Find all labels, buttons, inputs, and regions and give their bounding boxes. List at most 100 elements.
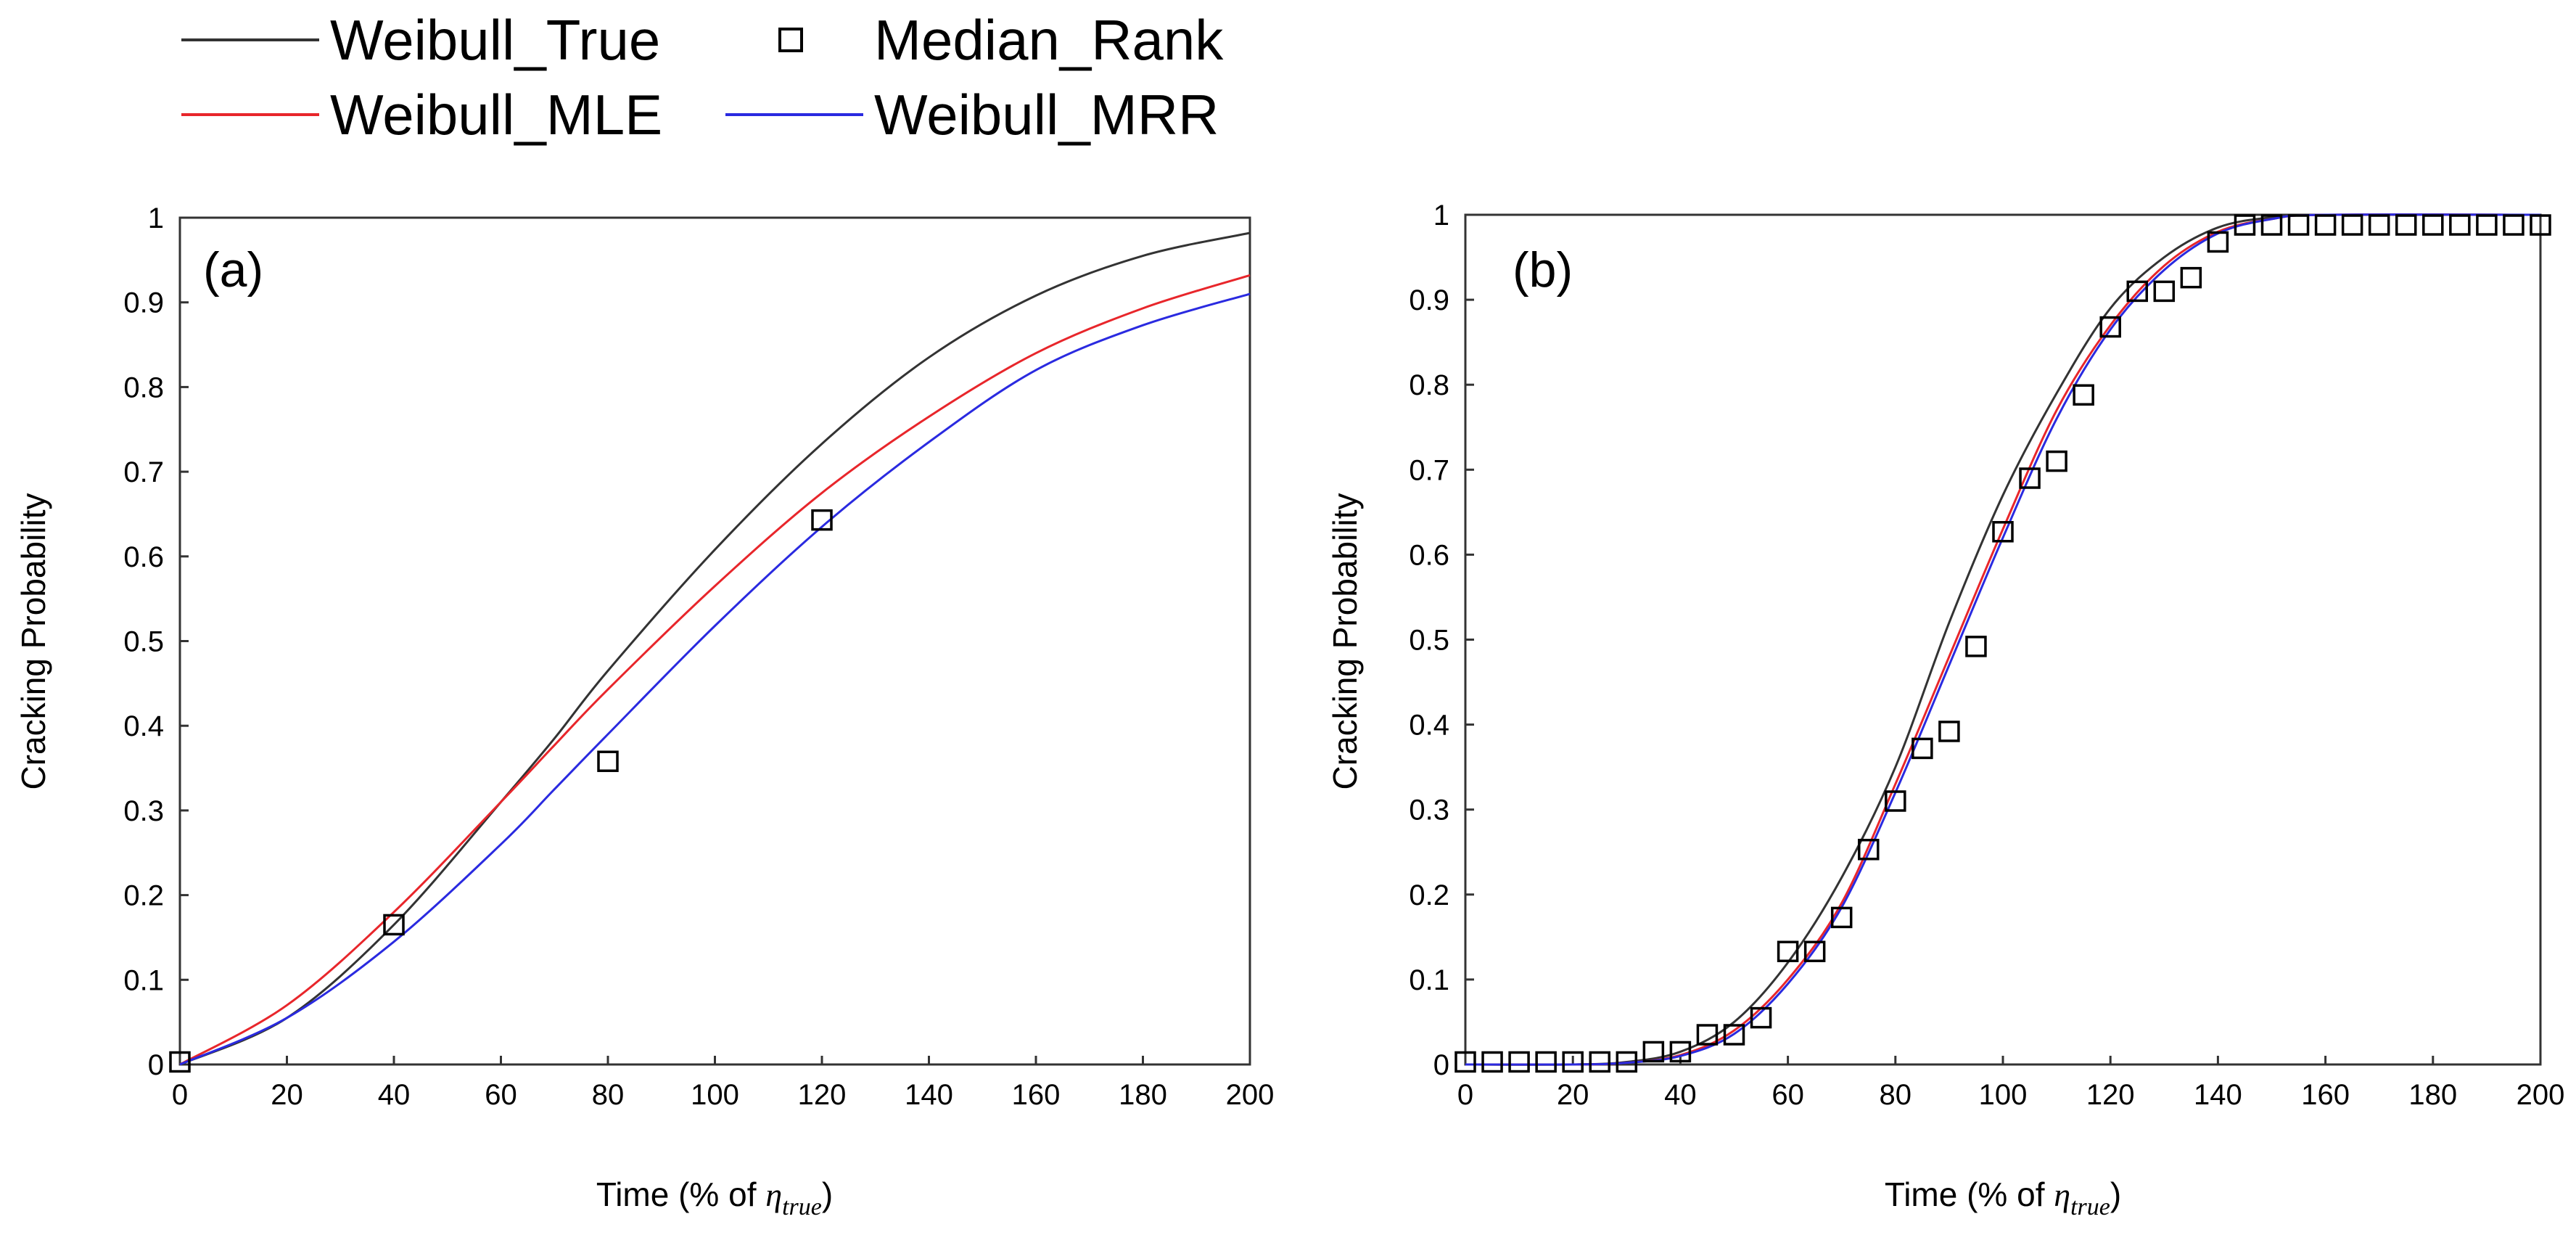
median-rank-point-b xyxy=(1454,1051,1476,1073)
x-axis-label-b-prefix: Time (% of xyxy=(1885,1175,2054,1213)
y-axis-label-b: Cracking Probability xyxy=(1326,493,1364,789)
median-rank-point-b xyxy=(2530,214,2551,236)
median-rank-point-b xyxy=(1616,1051,1638,1073)
median-rank-point-b xyxy=(2153,280,2176,303)
median-rank-point-b xyxy=(2234,214,2256,236)
series-b xyxy=(1454,213,2551,1073)
y-tick-label-b: 0.2 xyxy=(1409,879,1449,911)
panel-b: (b) 0 20 40 60 80 100 120 140 160 180 200 0 0.1 0.2 0.… xyxy=(1326,200,2564,1220)
y-tick-label-b: 0.1 xyxy=(1409,964,1449,996)
median-rank-point-a xyxy=(383,914,405,936)
x-axis-label-a-symbol: η xyxy=(765,1176,782,1213)
y-tick-label-a: 0 xyxy=(148,1049,164,1081)
median-rank-point-b xyxy=(2368,214,2390,236)
ticks-b: 0 20 40 60 80 100 120 140 160 180 200 0 0.1 0.2 0.3 0.4… xyxy=(1409,200,2564,1111)
legend-label-weibull-mrr: Weibull_MRR xyxy=(874,83,1219,147)
median-rank-point-b xyxy=(2449,214,2471,236)
y-tick-label-b: 0.8 xyxy=(1409,369,1449,401)
x-tick-label-b: 200 xyxy=(2517,1079,2565,1111)
series-a xyxy=(169,231,1251,1073)
x-axis-label-b: Time (% of ηtrue) xyxy=(1885,1175,2121,1220)
series-line-weibull-mrr-a xyxy=(179,292,1251,1066)
y-tick-label-b: 0 xyxy=(1433,1049,1449,1081)
x-tick-label-b: 40 xyxy=(1664,1079,1697,1111)
median-rank-point-b xyxy=(2341,214,2363,236)
x-tick-label-b: 0 xyxy=(1457,1079,1473,1111)
y-tick-label-b: 0.7 xyxy=(1409,454,1449,486)
y-tick-label-b: 0.5 xyxy=(1409,625,1449,657)
median-rank-point-b xyxy=(1481,1051,1503,1073)
legend: Weibull_True Median_Rank Weibull_MLE Wei… xyxy=(181,8,1224,147)
median-rank-point-b xyxy=(1535,1051,1557,1073)
median-rank-point-b xyxy=(1858,838,1880,861)
x-axis-label-a: Time (% of ηtrue) xyxy=(596,1175,833,1220)
median-rank-point-a xyxy=(811,509,833,531)
y-tick-label-a: 0.2 xyxy=(123,880,164,912)
panel-label-a: (a) xyxy=(203,242,263,298)
series-line-weibull-mrr-b xyxy=(1465,213,2541,1066)
median-rank-point-b xyxy=(2019,467,2041,489)
median-rank-point-b xyxy=(1830,906,1853,929)
median-rank-point-b xyxy=(1723,1024,1745,1046)
x-tick-label-a: 80 xyxy=(592,1079,625,1111)
y-tick-label-a: 0.6 xyxy=(123,541,164,573)
median-rank-point-b xyxy=(1885,790,1906,812)
median-rank-point-b xyxy=(2207,231,2229,253)
series-line-weibull-true-b xyxy=(1465,213,2541,1066)
median-rank-point-b xyxy=(1992,521,2014,543)
x-tick-label-a: 120 xyxy=(798,1079,847,1111)
x-axis-label-b-symbol: η xyxy=(2054,1176,2070,1213)
median-rank-point-b xyxy=(2046,450,2067,472)
x-tick-label-b: 160 xyxy=(2301,1079,2350,1111)
median-rank-point-b xyxy=(2260,214,2283,236)
x-axis-label-b-subscript: true xyxy=(2070,1194,2110,1220)
series-line-weibull-mle-a xyxy=(179,274,1251,1066)
y-tick-label-a: 0.9 xyxy=(123,287,164,319)
y-tick-label-b: 0.4 xyxy=(1409,710,1449,742)
median-rank-point-b xyxy=(2073,384,2094,406)
median-rank-point-b xyxy=(1750,1006,1772,1029)
median-rank-point-b xyxy=(1508,1051,1530,1073)
x-tick-label-a: 60 xyxy=(485,1079,517,1111)
median-rank-point-b xyxy=(1589,1051,1610,1073)
median-rank-point-b xyxy=(2287,214,2310,236)
panel-a: (a) 0 20 40 60 80 100 120 140 160 180 200 0 0.1 0.2 0.… xyxy=(15,202,1274,1220)
x-tick-label-b: 140 xyxy=(2194,1079,2242,1111)
median-rank-point-b xyxy=(2395,214,2417,236)
series-line-weibull-true-a xyxy=(179,231,1251,1066)
median-rank-point-b xyxy=(1642,1041,1665,1063)
y-tick-label-a: 0.3 xyxy=(123,795,164,827)
y-tick-label-b: 0.9 xyxy=(1409,284,1449,316)
median-rank-point-b xyxy=(1562,1051,1584,1073)
x-tick-label-b: 60 xyxy=(1771,1079,1804,1111)
legend-label-weibull-mle: Weibull_MLE xyxy=(330,83,662,147)
y-tick-label-b: 0.6 xyxy=(1409,539,1449,571)
median-rank-point-a xyxy=(169,1051,191,1073)
median-rank-point-b xyxy=(1965,636,1987,657)
x-tick-label-b: 120 xyxy=(2086,1079,2135,1111)
x-tick-label-a: 100 xyxy=(691,1079,739,1111)
y-tick-label-a: 0.7 xyxy=(123,456,164,488)
y-tick-label-b: 0.3 xyxy=(1409,795,1449,826)
y-axis-label-a: Cracking Probability xyxy=(15,493,52,789)
y-tick-label-a: 1 xyxy=(148,202,164,234)
median-rank-point-a xyxy=(597,750,619,772)
x-tick-label-a: 160 xyxy=(1012,1079,1061,1111)
median-rank-point-b xyxy=(2099,316,2121,338)
x-tick-label-b: 180 xyxy=(2408,1079,2457,1111)
y-tick-label-a: 0.8 xyxy=(123,372,164,403)
legend-label-median-rank: Median_Rank xyxy=(874,8,1224,72)
legend-label-weibull-true: Weibull_True xyxy=(330,8,660,72)
median-rank-point-b xyxy=(1912,737,1933,760)
x-axis-label-a-prefix: Time (% of xyxy=(596,1175,765,1213)
median-rank-point-b xyxy=(1777,940,1799,963)
x-tick-label-a: 0 xyxy=(172,1079,188,1111)
y-tick-label-a: 0.5 xyxy=(123,626,164,658)
x-tick-label-a: 40 xyxy=(378,1079,411,1111)
median-rank-point-b xyxy=(2126,280,2148,303)
median-rank-point-b xyxy=(1938,721,1960,742)
x-tick-label-b: 20 xyxy=(1557,1079,1589,1111)
y-tick-label-a: 0.4 xyxy=(123,710,164,742)
x-tick-label-a: 200 xyxy=(1226,1079,1275,1111)
